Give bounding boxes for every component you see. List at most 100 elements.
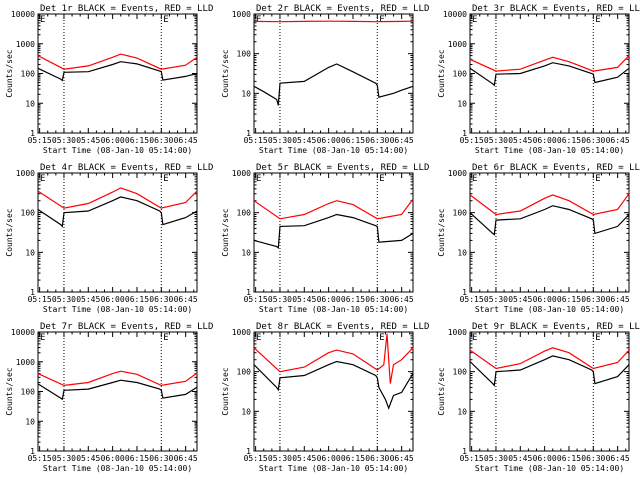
x-tick-label: 05:15: [244, 454, 268, 463]
chart-title: Det 2r BLACK = Events, RED = LLD: [256, 4, 429, 14]
x-tick-label: 05:30: [268, 295, 292, 304]
x-axis-label: Start Time (08-Jan-10 05:14:00): [475, 146, 624, 155]
x-tick-label: 05:30: [52, 295, 76, 304]
series-line-lld: [469, 193, 630, 216]
series-line-lld: [37, 187, 198, 209]
y-tick-label: 10: [457, 407, 467, 416]
x-tick-label: 06:00: [533, 454, 557, 463]
series-line-events: [253, 63, 414, 106]
y-tick-label: 1: [462, 129, 467, 138]
x-tick-label: 06:00: [101, 136, 125, 145]
x-tick-label: 05:45: [508, 295, 532, 304]
plot-frame: [37, 331, 198, 452]
y-tick-label: 10: [457, 99, 467, 108]
x-tick-label: 06:15: [125, 295, 149, 304]
chart-panel: Det 2r BLACK = Events, RED = LLD 1 10 100 10…: [221, 4, 429, 155]
event-marker-left: E: [472, 15, 477, 25]
chart-title: Det 3r BLACK = Events, RED = LLD: [472, 4, 640, 14]
series-line-lld: [253, 198, 414, 220]
event-marker-right: E: [595, 333, 600, 343]
series-line-lld: [469, 55, 630, 72]
x-tick-label: 05:45: [76, 295, 100, 304]
x-tick-label: 06:30: [581, 295, 605, 304]
chart-title: Det 7r BLACK = Events, RED = LLD: [40, 322, 213, 332]
series-line-events: [469, 62, 630, 87]
event-marker-left: E: [256, 15, 261, 25]
series-line-lld: [253, 333, 414, 384]
y-tick-label: 10: [457, 248, 467, 257]
event-marker-left: E: [40, 333, 45, 343]
y-tick-label: 10: [241, 89, 251, 98]
x-tick-label: 05:15: [244, 136, 268, 145]
plot-frame: [37, 172, 198, 293]
x-tick-label: 06:15: [125, 454, 149, 463]
y-axis-label: Counts/sec: [5, 367, 14, 415]
x-axis-label: Start Time (08-Jan-10 05:14:00): [475, 305, 624, 314]
x-tick-label: 06:15: [557, 136, 581, 145]
y-axis-label: Counts/sec: [437, 208, 446, 256]
event-marker-left: E: [472, 174, 477, 184]
event-marker-left: E: [40, 174, 45, 184]
y-tick-label: 1000: [16, 358, 35, 367]
y-tick-label: 100: [21, 70, 36, 79]
y-tick-label: 10000: [11, 328, 35, 337]
x-tick-label: 06:45: [606, 295, 630, 304]
y-tick-label: 1: [246, 447, 251, 456]
x-tick-label: 06:00: [533, 295, 557, 304]
series-line-events: [469, 205, 630, 236]
y-axis-label: Counts/sec: [221, 367, 230, 415]
y-tick-label: 1: [30, 129, 35, 138]
chart-title: Det 5r BLACK = Events, RED = LLD: [256, 163, 429, 173]
y-tick-label: 10: [241, 248, 251, 257]
x-tick-label: 05:15: [244, 295, 268, 304]
x-tick-label: 05:30: [484, 136, 508, 145]
x-tick-label: 05:30: [52, 136, 76, 145]
y-tick-label: 1000: [16, 169, 35, 178]
series-line-events: [253, 213, 414, 249]
chart-panel: Det 4r BLACK = Events, RED = LLD 1 10 100 10…: [5, 163, 213, 314]
series-line-lld: [37, 370, 198, 387]
series-line-events: [37, 61, 198, 82]
y-tick-label: 100: [453, 368, 468, 377]
x-tick-label: 05:15: [460, 454, 484, 463]
series-line-lld: [253, 20, 414, 23]
x-tick-label: 06:45: [390, 295, 414, 304]
y-tick-label: 10000: [443, 10, 467, 19]
x-axis-label: Start Time (08-Jan-10 05:14:00): [43, 464, 192, 473]
y-tick-label: 100: [237, 50, 252, 59]
x-tick-label: 05:15: [28, 454, 52, 463]
x-axis-label: Start Time (08-Jan-10 05:14:00): [475, 464, 624, 473]
y-tick-label: 1000: [448, 169, 467, 178]
event-marker-right: E: [163, 333, 168, 343]
x-tick-label: 06:30: [149, 295, 173, 304]
y-tick-label: 1000: [232, 10, 251, 19]
chart-panel: Det 9r BLACK = Events, RED = LLD 1 10 100 10…: [437, 322, 640, 473]
x-tick-label: 06:45: [606, 454, 630, 463]
plot-frame: [253, 331, 414, 452]
x-tick-label: 06:00: [317, 454, 341, 463]
x-tick-label: 06:15: [557, 295, 581, 304]
event-marker-right: E: [595, 15, 600, 25]
plot-frame: [253, 13, 414, 134]
plot-frame: [253, 172, 414, 293]
x-tick-label: 05:45: [508, 454, 532, 463]
y-tick-label: 10: [241, 407, 251, 416]
y-tick-label: 10: [25, 248, 35, 257]
x-tick-label: 05:15: [28, 295, 52, 304]
y-tick-label: 1: [30, 288, 35, 297]
y-tick-label: 1: [246, 288, 251, 297]
event-marker-right: E: [379, 333, 384, 343]
y-axis-label: Counts/sec: [437, 49, 446, 97]
y-tick-label: 1: [246, 129, 251, 138]
x-tick-label: 06:30: [581, 136, 605, 145]
y-tick-label: 100: [21, 209, 36, 218]
x-tick-label: 06:45: [174, 295, 198, 304]
x-tick-label: 06:00: [317, 295, 341, 304]
x-tick-label: 05:30: [484, 454, 508, 463]
y-tick-label: 10: [25, 99, 35, 108]
y-tick-label: 100: [237, 209, 252, 218]
x-tick-label: 06:15: [557, 454, 581, 463]
plot-frame: [469, 172, 630, 293]
x-tick-label: 06:30: [581, 454, 605, 463]
